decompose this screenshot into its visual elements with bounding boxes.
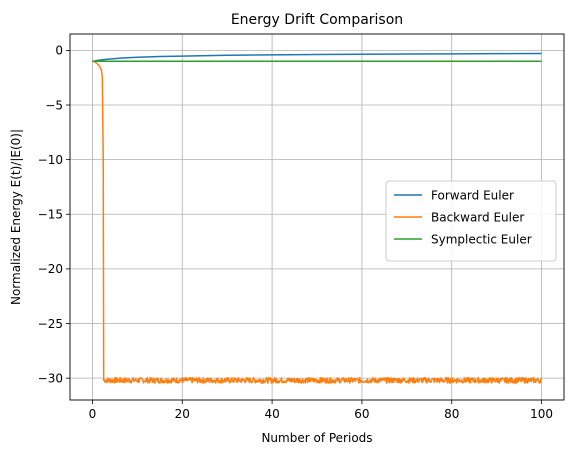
y-tick-label: −15: [38, 208, 63, 222]
y-axis-ticks: 0 −5 −10 −15 −20 −25 −30: [38, 44, 70, 385]
plot-area: [92, 52, 543, 384]
legend-box: [385, 180, 557, 262]
y-axis-label: Normalized Energy E(t)/|E(0)|: [9, 129, 23, 305]
x-axis-label: Number of Periods: [261, 431, 372, 445]
y-tick-label: −20: [38, 262, 63, 276]
x-tick-label: 20: [175, 407, 190, 421]
x-tick-label: 0: [89, 407, 97, 421]
legend-label: Forward Euler: [431, 188, 514, 202]
y-tick-label: −30: [38, 371, 63, 385]
x-axis-ticks: 0 20 40 60 80 100: [89, 400, 553, 421]
y-tick-label: −25: [38, 317, 63, 331]
legend-label: Backward Euler: [431, 210, 524, 224]
chart-title: Energy Drift Comparison: [231, 12, 403, 28]
x-tick-label: 40: [264, 407, 279, 421]
legend: Forward Euler Backward Euler Symplectic Eu…: [385, 180, 557, 262]
series-line-backward-euler: [92, 60, 543, 384]
y-tick-label: −10: [38, 153, 63, 167]
series-line-forward-euler: [92, 52, 542, 63]
x-tick-label: 80: [444, 407, 459, 421]
x-tick-label: 60: [354, 407, 369, 421]
axes-frame: [69, 33, 565, 401]
y-tick-label: 0: [55, 44, 63, 58]
x-tick-label: 100: [530, 407, 553, 421]
legend-label: Symplectic Euler: [431, 232, 532, 246]
y-tick-label: −5: [45, 98, 63, 112]
